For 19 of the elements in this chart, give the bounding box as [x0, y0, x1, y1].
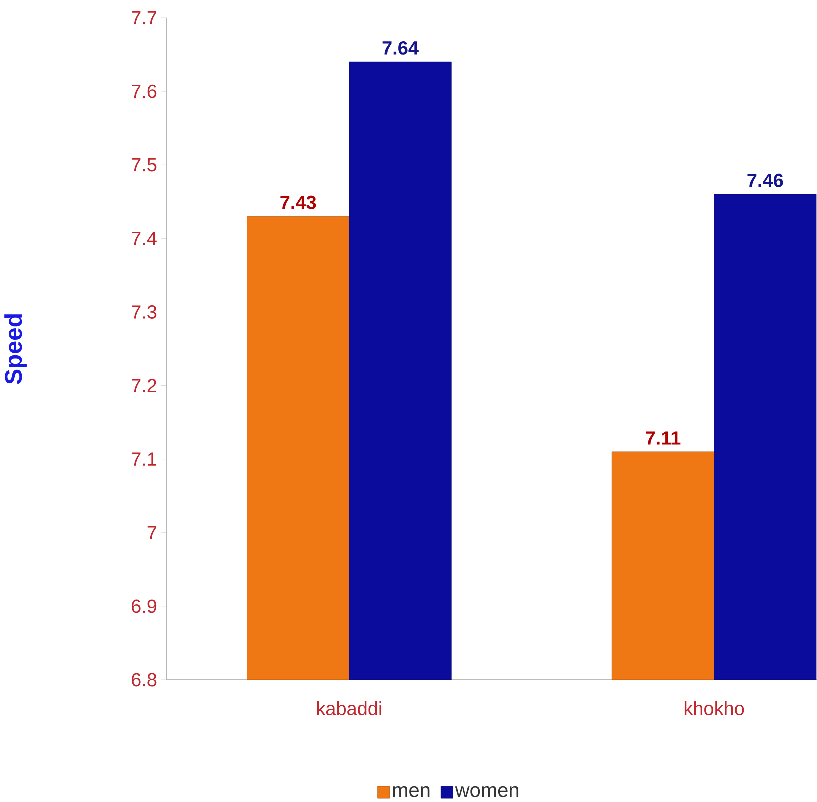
- y-tick-label: 6.8: [132, 673, 157, 687]
- data-label: 7.43: [280, 196, 316, 210]
- y-tick-label: 7.1: [132, 452, 157, 466]
- data-label: 7.46: [748, 174, 784, 188]
- data-label: 7.11: [646, 432, 681, 445]
- y-tick-label: 7.2: [132, 379, 157, 392]
- y-tick-label: 7.5: [132, 158, 157, 172]
- y-tick-label: 7.4: [132, 232, 157, 246]
- legend-label: women: [455, 786, 519, 798]
- y-tick-label: 6.9: [132, 600, 157, 614]
- x-tick-label: kabaddi: [317, 702, 382, 716]
- y-tick-label: 7.3: [132, 305, 157, 319]
- x-tick-label: khokho: [684, 702, 744, 716]
- y-axis-title: Speed: [4, 314, 27, 384]
- y-tick-label: 7.7: [132, 11, 157, 25]
- y-tick-label: 7.6: [132, 84, 157, 98]
- legend-label: men: [393, 786, 430, 798]
- y-tick-label: 7: [148, 526, 157, 540]
- data-label: 7.64: [382, 41, 419, 55]
